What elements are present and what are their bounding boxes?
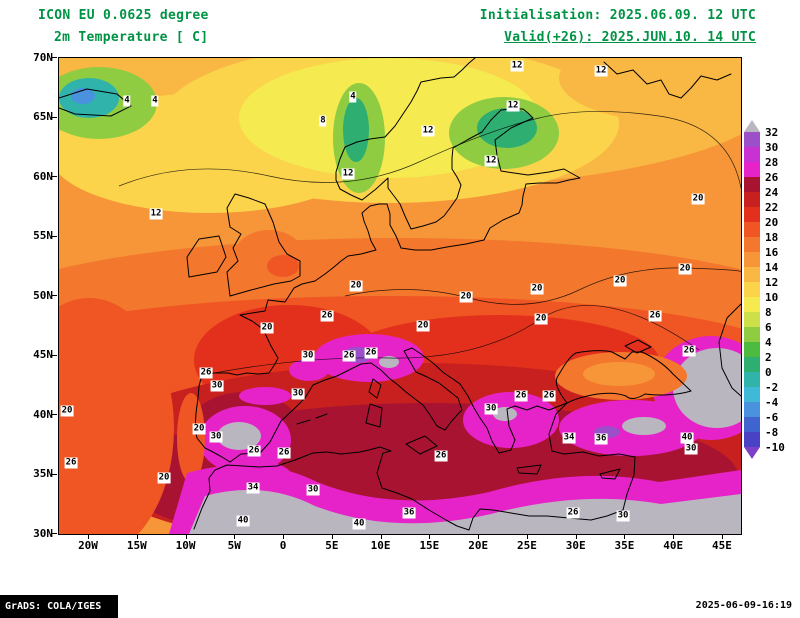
legend-color-segment [744,417,760,432]
legend-color-segment [744,447,760,459]
grads-credit: GrADS: COLA/IGES [0,595,118,618]
x-axis-tick: 10W [175,539,196,552]
x-axis-tick: 5W [227,539,241,552]
legend-color-segment [744,132,760,147]
legend-value-label: 24 [765,186,779,199]
legend-color-segment [744,387,760,402]
legend-color-segment [744,372,760,387]
legend-color-segment [744,432,760,447]
legend-value-label: 8 [765,306,772,319]
y-axis-tick: 70N [33,50,53,64]
coastline-atlantic-baltic [194,58,581,463]
coastline-crete [516,464,542,475]
legend-value-label: 18 [765,231,779,244]
legend-value-label: 32 [765,126,779,139]
x-axis-tick: 25E [516,539,537,552]
init-time-label: Initialisation: 2025.06.09. 12 UTC [479,8,756,23]
legend-color-segment [744,312,760,327]
legend-value-label: 4 [765,336,772,349]
coastline-sardinia [365,403,383,428]
legend-value-label: 30 [765,141,779,154]
legend-color-segment [744,120,760,132]
legend-value-label: 6 [765,321,772,334]
y-axis-tick: 50N [33,288,53,302]
legend-color-segment [744,357,760,372]
legend-color-segment [744,222,760,237]
coastline-black-sea [555,350,692,404]
legend-value-label: 26 [765,171,779,184]
legend-color-segment [744,267,760,282]
legend-color-segment [744,252,760,267]
legend-color-segment [744,192,760,207]
legend-color-segment [744,327,760,342]
coastline-ireland [186,235,227,278]
legend-color-segment [744,207,760,222]
x-axis-tick: 35E [614,539,635,552]
y-axis-tick: 65N [33,110,53,123]
temperature-map-svg [59,58,741,534]
legend-color-segment [744,342,760,357]
y-axis-tick: 40N [33,407,53,421]
x-axis-tick: 5E [325,539,339,552]
coastline-corsica [368,378,382,399]
y-axis-tick: 60N [33,169,53,183]
coastline-cyprus [599,468,621,480]
x-axis-tick: 20W [78,539,98,552]
coastline-balearics [296,413,328,425]
x-axis-tick: 15E [419,539,440,552]
legend-value-label: 12 [765,276,779,289]
legend-color-bar [744,120,760,459]
legend-value-label: 10 [765,291,779,304]
map-area: 4 4 8 4 12 12 12 12 12 12 12 20 20 20 20 20 20 20 20 20 26 26… [58,57,742,535]
legend-color-segment [744,162,760,177]
legend-value-label: -10 [765,441,785,454]
coastline-azov [624,339,652,354]
coastline-caspian [718,303,741,397]
x-axis-tick: 10E [370,539,391,552]
legend-value-label: -2 [765,381,779,394]
x-axis-tick: 30E [565,539,586,552]
legend-value-label: -6 [765,411,779,424]
coastline-britain [226,193,301,297]
x-axis-tick: 20E [468,539,489,552]
y-axis-tick: 55N [33,229,53,242]
legend-value-label: 14 [765,261,779,274]
coastline-kola [603,61,732,99]
legend-value-label: 2 [765,351,772,364]
legend-value-label: -4 [765,396,779,409]
legend-value-label: 20 [765,216,779,229]
legend-color-segment [744,402,760,417]
y-axis-tick: 45N [33,348,53,361]
field-title: 2m Temperature [ C] [54,30,209,45]
legend-color-segment [744,147,760,162]
x-axis-tick: 0 [279,539,287,552]
coastline-iceland [59,88,132,117]
valid-time-label: Valid(+26): 2025.JUN.10. 14 UTC [504,30,756,45]
legend-color-segment [744,282,760,297]
legend-value-label: 22 [765,201,779,214]
model-title: ICON EU 0.0625 degree [38,8,209,23]
x-axis-tick: 15W [126,539,147,552]
legend-color-segment [744,177,760,192]
legend-color-segment [744,237,760,252]
render-timestamp: 2025-06-09-16:19 [695,600,792,611]
legend-color-segment [744,297,760,312]
coastline-sicily [405,435,438,455]
y-axis-tick: 35N [33,467,53,480]
legend-value-label: -8 [765,426,779,439]
coastline-mediterranean [193,347,636,531]
legend-value-label: 16 [765,246,779,259]
x-axis-tick: 40E [663,539,684,552]
x-axis-tick: 45E [712,539,732,552]
color-legend: 32 30 28 26 24 22 20 18 16 14 12 10 8 6 4 2 0 -2 -4 -6 -8 -10 [744,120,800,459]
legend-value-label: 0 [765,366,772,379]
y-axis-tick: 30N [33,526,53,540]
legend-value-label: 28 [765,156,779,169]
